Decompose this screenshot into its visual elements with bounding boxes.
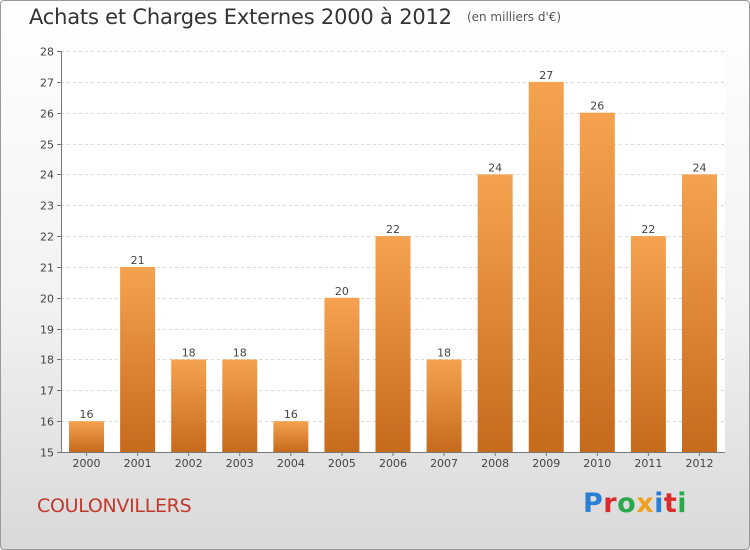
x-tick-label: 2010 [583,457,611,470]
y-tick-label: 17 [40,385,54,398]
y-tick-label: 24 [40,169,54,182]
bar-value-label: 20 [335,285,349,298]
chart-subtitle: (en milliers d'€) [466,10,562,24]
x-tick-label: 2012 [685,457,713,470]
x-tick-label: 2000 [73,457,101,470]
bar-value-label: 16 [284,408,298,421]
bar-value-label: 16 [80,408,94,421]
y-tick-label: 15 [40,447,54,460]
x-tick-label: 2001 [124,457,152,470]
chart-header: Achats et Charges Externes 2000 à 2012 (… [29,5,561,29]
bar-value-label: 18 [233,346,247,359]
bar [579,112,615,452]
y-tick-label: 23 [40,200,54,213]
y-tick-label: 27 [40,77,54,90]
bar-value-label: 26 [590,100,604,113]
axes: 15 16 17 18 19 20 21 22 23 24 25 26 27 28 2000 2001 2002… [40,46,725,470]
bar [273,421,309,452]
x-tick-label: 2004 [277,457,305,470]
bar-value-label: 22 [386,223,400,236]
bar-value-label: 24 [488,161,502,174]
logo-letter: o [617,488,637,519]
logo-letter: i [677,488,688,519]
bar [630,236,666,452]
bar-value-label: 18 [182,346,196,359]
bar [69,421,105,452]
x-tick-label: 2002 [175,457,203,470]
bar-value-label: 22 [641,223,655,236]
y-tick-label: 22 [40,231,54,244]
y-tick-label: 28 [40,46,54,59]
x-tick-label: 2008 [481,457,509,470]
y-tick-label: 16 [40,416,54,429]
logo-letter: i [654,488,664,519]
bar [477,174,513,452]
bar [426,359,462,452]
y-tick-label: 25 [40,139,54,152]
x-tick-label: 2009 [532,457,560,470]
bar [324,297,360,452]
x-tick-label: 2011 [634,457,662,470]
x-tick-label: 2006 [379,457,407,470]
logo-letter: r [603,488,618,519]
y-tick-label: 19 [40,324,54,337]
x-tick-label: 2003 [226,457,254,470]
logo-letter: P [583,488,604,519]
bar [528,81,564,452]
logo-letter: x [636,488,655,519]
y-tick-label: 26 [40,108,54,121]
bar [222,359,258,452]
logo-letter: t [663,488,678,519]
bar [681,174,717,452]
bar-value-label: 24 [692,161,706,174]
bar-value-label: 18 [437,346,451,359]
y-tick-label: 20 [40,293,54,306]
place-name: COULONVILLERS [37,495,192,517]
bar [120,266,156,452]
y-tick-label: 18 [40,354,54,367]
bars: 16 21 18 18 16 20 22 18 24 27 26 22 24 [69,69,717,452]
proxiti-logo[interactable]: Proxiti [583,488,687,519]
bar-value-label: 27 [539,69,553,82]
x-tick-label: 2007 [430,457,458,470]
y-tick-label: 21 [40,262,54,275]
bar-value-label: 21 [131,254,145,267]
chart-title: Achats et Charges Externes 2000 à 2012 [29,5,452,29]
bar [171,359,207,452]
bar [375,236,411,452]
x-tick-label: 2005 [328,457,356,470]
